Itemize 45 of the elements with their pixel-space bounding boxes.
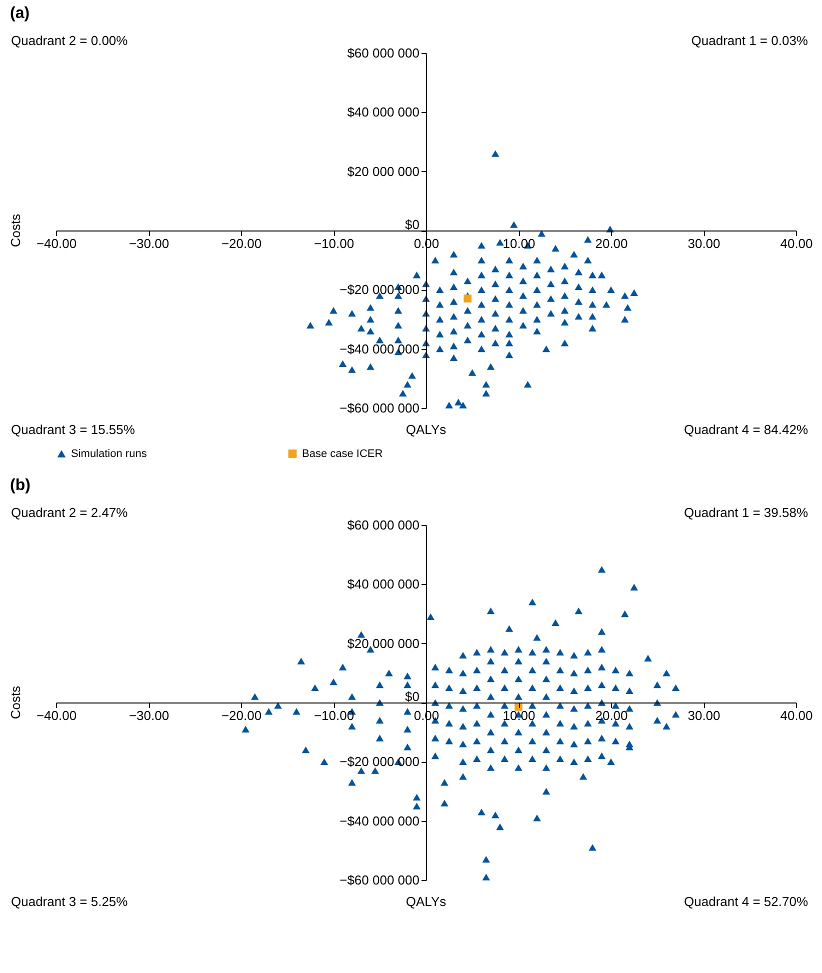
legend-label: Simulation runs: [71, 448, 148, 460]
legend-label: Base case ICER: [302, 448, 383, 460]
x-tick-label: 30.00: [688, 708, 720, 723]
y-tick-label: −$40 000 000: [340, 813, 420, 828]
x-tick-label: 40.00: [780, 708, 813, 723]
x-tick-label: 20.00: [595, 236, 628, 251]
y-tick-label: $60 000 000: [347, 518, 420, 532]
text: Quadrant 3 = 5.25%: [11, 894, 128, 909]
text: Quadrant 4 = 52.70%: [684, 894, 808, 909]
x-tick-label: −40.00: [36, 708, 77, 723]
text: Quadrant 1 = 0.03%: [691, 33, 808, 48]
x-axis-title: QALYs: [406, 422, 447, 437]
x-tick-label: 30.00: [688, 236, 720, 251]
text: Quadrant 1 = 39.58%: [684, 505, 808, 520]
x-axis-title: QALYs: [406, 894, 447, 909]
x-tick-label: −30.00: [128, 708, 170, 723]
x-tick-label: −10.00: [314, 708, 354, 723]
text: Quadrant 2 = 2.47%: [11, 505, 128, 520]
y-tick-label: −$60 000 000: [340, 872, 420, 888]
y-tick-label: $20 000 000: [347, 636, 420, 651]
y-tick-label: −$60 000 000: [340, 400, 420, 416]
y-tick-label: −$20 000 000: [340, 282, 420, 298]
text: Quadrant 2 = 0.00%: [11, 33, 128, 48]
y-tick-label: −$40 000 000: [340, 341, 420, 356]
text: Quadrant 4 = 84.42%: [684, 422, 808, 437]
x-tick-label: −10.00: [314, 236, 354, 251]
x-tick-label: −40.00: [36, 236, 77, 251]
x-tick-label: −30.00: [128, 236, 170, 251]
x-tick-label: 40.00: [780, 236, 813, 251]
x-tick-label: 10.00: [502, 236, 536, 251]
x-tick-label: 10.00: [502, 708, 536, 723]
y-axis-title: Costs: [8, 685, 23, 720]
y-tick-label: $0: [405, 217, 420, 232]
y-tick-label: $20 000 000: [347, 164, 420, 179]
x-tick-label: −20.00: [221, 236, 262, 251]
chart-title: (b): [10, 477, 30, 494]
x-tick-label: 20.00: [595, 708, 628, 723]
y-tick-label: $0: [405, 689, 420, 704]
text: Quadrant 3 = 15.55%: [11, 422, 136, 437]
y-tick-label: $60 000 000: [347, 46, 420, 60]
x-tick-label: −20.00: [221, 708, 262, 723]
chart-title: (a): [10, 5, 30, 22]
y-tick-label: $40 000 000: [347, 104, 420, 120]
y-axis-title: Costs: [8, 213, 23, 248]
y-tick-label: $40 000 000: [347, 576, 420, 592]
